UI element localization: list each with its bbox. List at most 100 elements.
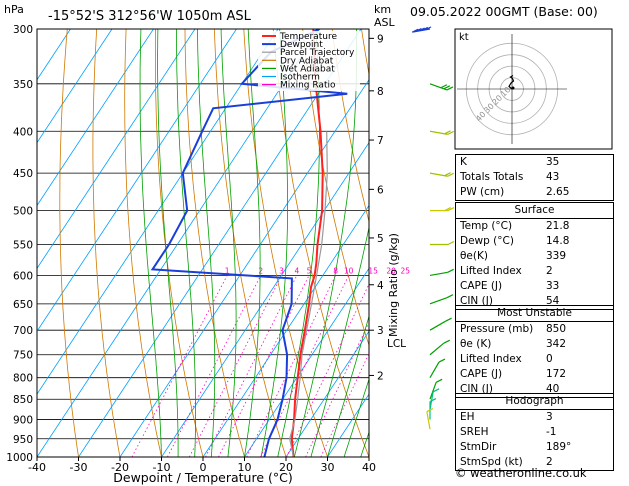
series-line-dewpoint <box>150 29 348 457</box>
x-tick-label: 20 <box>279 461 293 474</box>
hodograph-trace <box>508 74 515 90</box>
mixing-ratio-tick-label: 10 <box>344 266 354 275</box>
index-row-totals: Totals Totals 43 <box>460 171 560 183</box>
km-tick-label: 8 <box>377 86 384 98</box>
wet-adiabat-line <box>197 29 216 457</box>
pressure-tick-label: 300 <box>13 24 33 36</box>
surface-row: CAPE (J) 33 <box>460 280 560 292</box>
wind-barb <box>429 358 446 378</box>
wind-barb-flag <box>446 86 454 91</box>
dry-adiabat-line <box>155 29 204 457</box>
wet-adiabat-line <box>277 29 320 457</box>
pressure-tick-label: 450 <box>13 168 33 180</box>
isotherm-line <box>244 267 369 457</box>
legend-entry: Parcel Trajectory <box>280 48 355 58</box>
wet-adiabat-line <box>220 29 237 457</box>
wind-barb-flag <box>444 130 451 135</box>
wind-barb <box>429 83 454 91</box>
pressure-tick-label: 850 <box>13 394 33 406</box>
pressure-tick-label: 700 <box>13 325 33 337</box>
dry-adiabat-line <box>92 29 121 457</box>
most-unstable-panel: Most Unstable Pressure (mb) 850 θe (K) 342… <box>455 305 614 398</box>
wind-barb <box>429 317 452 331</box>
dry-adiabat-line <box>243 29 328 457</box>
wet-adiabat-line <box>139 29 162 457</box>
wind-barb-flag <box>447 268 454 273</box>
legend-entry: Dewpoint <box>280 40 323 50</box>
isotherm-line <box>37 29 279 395</box>
location-title: -15°52'S 312°56'W 1050m ASL <box>48 9 252 24</box>
pressure-tick-label: 900 <box>13 415 33 427</box>
wet-adiabat-line <box>293 29 357 457</box>
isotherm-line <box>37 29 154 207</box>
wind-barb-flag <box>418 27 425 32</box>
legend-entry: Wet Adiabat <box>280 64 335 74</box>
indices-panel-top: K 35 Totals Totals 43 PW (cm) 2.65 <box>455 154 614 201</box>
units-label: hPa <box>4 3 24 16</box>
legend-entry: Temperature <box>279 32 337 42</box>
surface-panel: Surface Temp (°C) 21.8 Dewp (°C) 14.8 θe(K… <box>455 202 614 310</box>
mixing-ratio-line <box>218 275 310 457</box>
km-tick-label: 6 <box>377 184 384 196</box>
mixing-ratio-line <box>305 321 369 457</box>
wind-barb-staff <box>429 271 448 276</box>
km-tick-label: 4 <box>377 280 384 292</box>
km-tick-label: 9 <box>377 33 384 45</box>
wind-barb <box>429 172 454 177</box>
wind-barb-flag <box>447 240 455 246</box>
wind-barb <box>429 130 454 135</box>
wind-barb-staff <box>429 320 446 331</box>
km-tick-label: 5 <box>377 233 384 245</box>
hodo-row: EH 3 <box>456 409 613 425</box>
pressure-tick-label: 550 <box>13 239 33 251</box>
x-tick-label: 0 <box>200 461 207 474</box>
km-label: km <box>374 3 391 16</box>
wind-barb-flag <box>443 339 451 344</box>
legend-entry: Isotherm <box>280 73 320 83</box>
isotherm-line <box>119 79 369 457</box>
run-datetime: 09.05.2022 00GMT (Base: 00) <box>410 4 598 19</box>
index-row-k: K 35 <box>460 156 560 168</box>
isotherm-line <box>78 29 362 457</box>
mixing-ratio-tick-label: 15 <box>368 266 378 275</box>
pressure-tick-label: 750 <box>13 350 33 362</box>
index-row-pw: PW (cm) 2.65 <box>460 186 570 198</box>
dry-adiabat-line <box>124 29 162 457</box>
x-tick-label: -30 <box>70 461 88 474</box>
mixing-ratio-axis-label: Mixing Ratio (g/kg) <box>387 233 400 337</box>
wind-barb-flag <box>443 85 451 90</box>
pressure-tick-label: 1000 <box>6 452 33 464</box>
wet-adiabat-line <box>176 29 196 457</box>
series-line-temperature <box>290 29 324 457</box>
x-tick-label: 40 <box>362 461 376 474</box>
dry-adiabat-line <box>184 29 245 457</box>
wind-barb-flag <box>444 172 451 177</box>
km-tick-label: 7 <box>377 135 384 147</box>
mixing-ratio-line <box>320 352 369 457</box>
mixing-ratio-tick-label: 4 <box>294 266 299 275</box>
wind-barb-staff <box>429 382 437 400</box>
dry-adiabat-line <box>272 29 369 457</box>
wet-adiabat-line <box>244 29 261 457</box>
most-unstable-title: Most Unstable <box>497 307 572 319</box>
mixing-ratio-tick-label: 2 <box>258 266 263 275</box>
mixing-ratio-line <box>260 275 350 457</box>
wind-barb <box>429 339 451 356</box>
isotherm-line <box>37 29 237 332</box>
km-tick-label: 3 <box>377 325 384 337</box>
hodo-row: SREH -1 <box>460 426 557 438</box>
mixing-ratio-tick-label: 1 <box>225 266 230 275</box>
isotherm-line <box>37 29 196 270</box>
wet-adiabat-line <box>260 29 288 457</box>
hodograph-title: Hodograph <box>505 395 564 407</box>
pressure-tick-label: 600 <box>13 270 33 282</box>
isotherm-line <box>202 204 369 457</box>
pressure-tick-label: 800 <box>13 373 33 385</box>
wind-barb-flag <box>432 388 440 393</box>
x-axis-label: Dewpoint / Temperature (°C) <box>113 470 292 485</box>
mu-row: Pressure (mb) 850 <box>456 321 613 337</box>
dry-adiabat-line <box>59 29 79 457</box>
surface-row: Temp (°C) 21.8 <box>456 218 613 234</box>
wind-barb-flag <box>412 28 419 33</box>
